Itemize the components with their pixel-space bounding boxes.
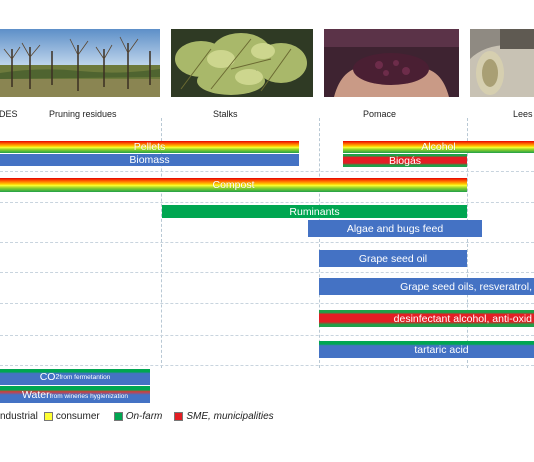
legend-label-consumer: consumer [55, 411, 100, 422]
grid-line-horizontal [0, 242, 534, 243]
column-label-des: DES [0, 109, 18, 119]
alcohol-bar: Alcohol [343, 141, 534, 153]
legend-label-industrial: ndustrial [0, 411, 38, 422]
column-label-stalks: Stalks [213, 109, 238, 119]
grape-seed-oil-bar: Grape seed oil [319, 250, 467, 267]
grid-line-horizontal [0, 303, 534, 304]
stalks-photo [171, 29, 313, 97]
legend-swatch-sme [174, 412, 184, 421]
grid-line-horizontal [0, 272, 534, 273]
column-label-pomace: Pomace [363, 109, 397, 119]
grid-line-vertical [467, 118, 468, 368]
grid-line-vertical [319, 118, 320, 368]
vineyard-photo [0, 29, 160, 97]
biomass-bar: Biomass [0, 154, 299, 166]
legend: ndustrial consumer On-farm SME, municipa… [0, 411, 274, 422]
grid-line-vertical [161, 118, 162, 368]
legend-swatch-consumer [43, 412, 53, 421]
desinfectant-alcohol-bar: desinfectant alcohol, anti-oxid [319, 310, 534, 327]
algae-bugs-feed-bar: Algae and bugs feed [308, 220, 482, 237]
ruminants-bar: Ruminants [162, 205, 467, 218]
biogas-bar: Biogás [343, 154, 467, 167]
pomace-photo [324, 29, 459, 97]
compost-bar: Compost [0, 178, 467, 192]
water-bar: Water from wineries hygienization [0, 386, 150, 403]
tartaric-acid-bar: tartaric acid [319, 341, 534, 358]
grid-line-horizontal [0, 335, 534, 336]
legend-label-onfarm: On-farm [125, 411, 163, 422]
column-label-pruning-residues: Pruning residues [49, 109, 117, 119]
grape-seed-oils-resveratrol-bar: Grape seed oils, resveratrol, [319, 278, 534, 295]
column-label-lees: Lees [513, 109, 533, 119]
co2-bar: CO 2 from fermetantion [0, 369, 150, 385]
grid-line-horizontal [0, 171, 534, 172]
grid-line-horizontal [0, 365, 534, 366]
pellets-bar: Pellets [0, 141, 299, 153]
legend-label-sme: SME, municipalities [186, 411, 274, 422]
lees-photo [470, 29, 534, 97]
legend-swatch-onfarm [113, 412, 123, 421]
grid-line-horizontal [0, 202, 534, 203]
